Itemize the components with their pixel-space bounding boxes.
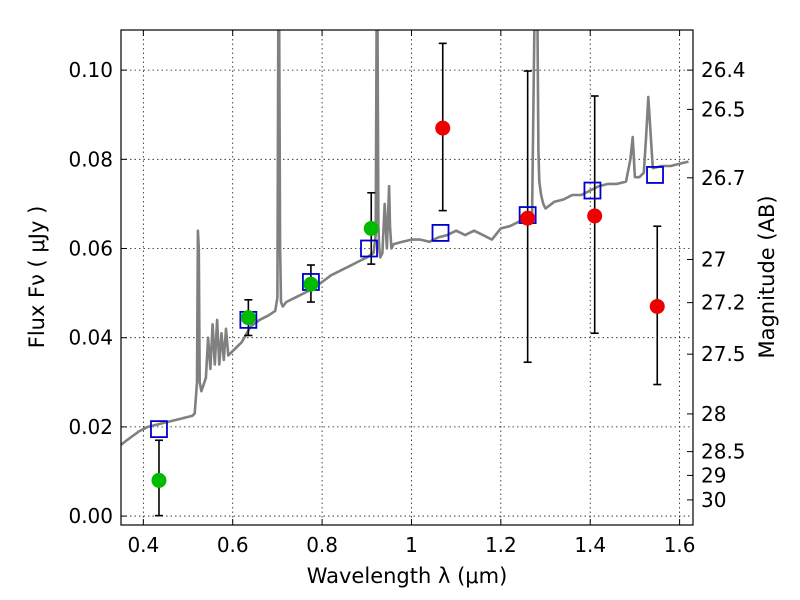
red-point-marker <box>520 210 536 226</box>
model-square-marker <box>431 224 450 242</box>
axis-ticks: 0.4 0.6 0.8 1 1.2 1.4 1.6 0.00 0.02 0.04 0.06 0.08 0… <box>68 30 746 557</box>
x-axis-title: Wavelength λ (μm) <box>307 564 508 588</box>
y-tick-label: 0.04 <box>68 326 113 350</box>
right-tick-label: 26.5 <box>701 97 746 121</box>
right-tick-label: 30 <box>701 488 726 512</box>
model-square-marker <box>583 181 602 200</box>
green-point-marker <box>151 472 167 488</box>
plot-frame <box>120 29 694 526</box>
x-tick-label: 0.8 <box>306 533 338 557</box>
x-tick-label: 1 <box>405 533 418 557</box>
right-axis-title: Magnitude (AB) <box>755 195 779 358</box>
x-tick-label: 1.6 <box>664 533 696 557</box>
y-axis-title: Flux Fν ( μJy ) <box>25 206 49 349</box>
right-tick-label: 27.2 <box>701 291 746 315</box>
error-bars <box>154 42 662 517</box>
y-tick-label: 0.10 <box>68 58 113 82</box>
right-tick-label: 29 <box>701 463 726 487</box>
y-tick-label: 0.00 <box>68 504 113 528</box>
right-tick-label: 27.5 <box>701 342 746 366</box>
x-tick-label: 0.6 <box>217 533 249 557</box>
x-tick-label: 1.4 <box>574 533 606 557</box>
red-point-marker <box>435 120 451 136</box>
right-tick-label: 28.5 <box>701 440 746 464</box>
data-markers <box>150 120 665 488</box>
plot-data <box>121 30 689 446</box>
green-point-marker <box>303 276 319 292</box>
green-point-marker <box>240 310 256 326</box>
spectrum-line <box>121 30 689 446</box>
x-tick-label: 1.2 <box>485 533 517 557</box>
green-point-marker <box>363 220 379 236</box>
model-square-marker <box>360 239 378 258</box>
x-tick-label: 0.4 <box>127 533 159 557</box>
y-tick-label: 0.02 <box>68 415 113 439</box>
y-tick-label: 0.06 <box>68 237 113 261</box>
model-square-marker <box>646 166 664 184</box>
model-square-marker <box>150 420 168 439</box>
right-tick-label: 28 <box>701 402 726 426</box>
right-tick-label: 26.7 <box>701 166 746 190</box>
red-point-marker <box>587 208 603 224</box>
right-tick-label: 27 <box>701 247 726 271</box>
red-point-marker <box>649 298 665 314</box>
right-tick-label: 26.4 <box>701 58 746 82</box>
grid-lines <box>121 30 693 525</box>
y-tick-label: 0.08 <box>68 147 113 171</box>
